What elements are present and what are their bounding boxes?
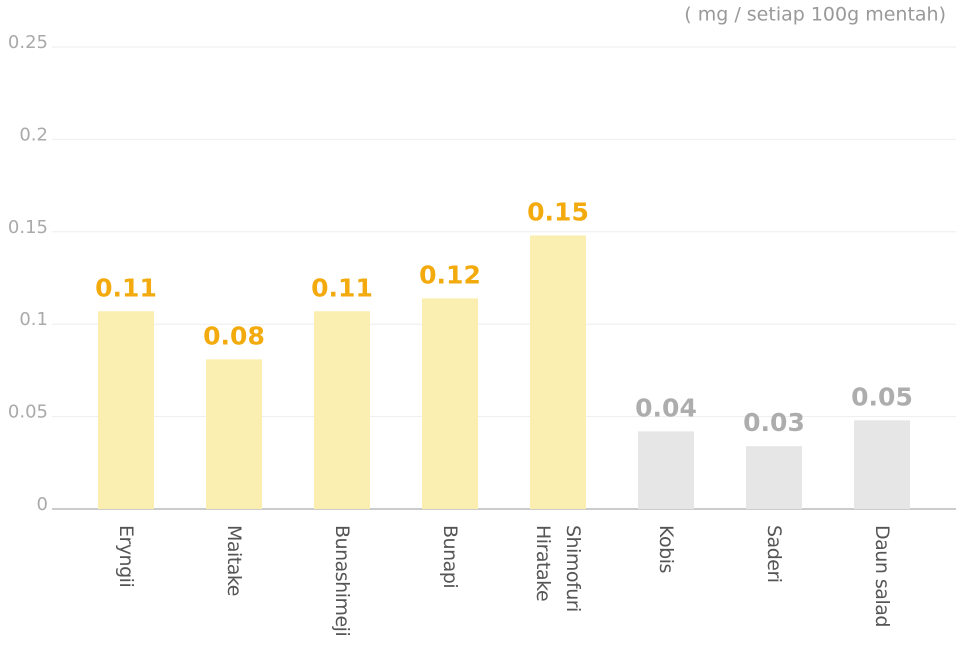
data-label: 0.08 xyxy=(203,321,265,350)
x-tick-label: Daun salad xyxy=(871,525,893,627)
bar xyxy=(98,311,154,509)
y-tick-label: 0.1 xyxy=(19,309,48,330)
unit-note: ( mg / setiap 100g mentah) xyxy=(684,4,946,26)
data-label: 0.15 xyxy=(527,197,589,226)
x-tick-label: Eryngii xyxy=(115,525,137,588)
y-tick-label: 0.05 xyxy=(8,402,48,423)
data-label: 0.05 xyxy=(851,382,913,411)
bar xyxy=(314,311,370,509)
x-tick-label: Saderi xyxy=(763,525,785,583)
bar xyxy=(854,420,910,509)
x-tick-label: Maitake xyxy=(223,525,245,596)
bar xyxy=(746,446,802,509)
y-tick-label: 0 xyxy=(37,494,48,515)
bar xyxy=(206,359,262,509)
x-tick-label: Bunashimeji xyxy=(331,525,353,637)
data-label: 0.11 xyxy=(311,273,373,302)
bar xyxy=(422,298,478,509)
x-tick-label: Bunapi xyxy=(439,525,461,589)
x-tick-label: Kobis xyxy=(655,525,677,573)
bar xyxy=(530,235,586,509)
data-label: 0.12 xyxy=(419,260,481,289)
y-tick-label: 0.15 xyxy=(8,217,48,238)
bar xyxy=(638,431,694,509)
y-tick-label: 0.2 xyxy=(19,124,48,145)
y-tick-label: 0.25 xyxy=(8,32,48,53)
data-label: 0.03 xyxy=(743,408,805,437)
x-tick-label: Shimofuri Hiratake xyxy=(532,525,584,612)
data-label: 0.04 xyxy=(635,393,697,422)
data-label: 0.11 xyxy=(95,273,157,302)
